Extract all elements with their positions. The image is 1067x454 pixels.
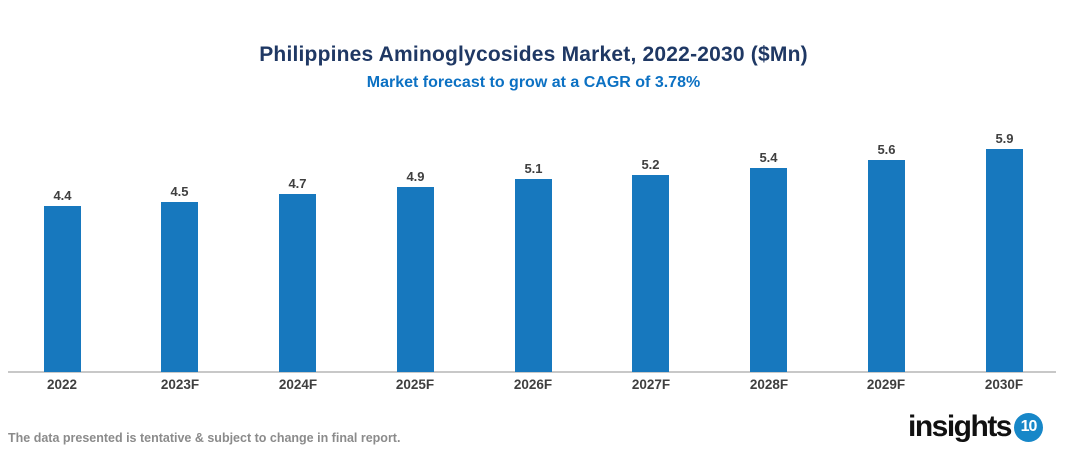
bar-group: 4.4 xyxy=(44,188,81,372)
x-axis-label: 2028F xyxy=(749,377,789,392)
logo-number-badge: 10 xyxy=(1014,412,1043,442)
bar-group: 5.1 xyxy=(515,161,552,372)
bar-group: 5.6 xyxy=(868,142,905,372)
bar-value-label: 4.9 xyxy=(406,169,425,184)
logo-wordmark: insights xyxy=(907,410,1013,443)
x-axis-label: 2029F xyxy=(866,377,906,392)
disclaimer-text: The data presented is tentative & subjec… xyxy=(8,431,401,445)
bar xyxy=(279,194,316,372)
bar xyxy=(515,179,552,372)
bar-group: 4.5 xyxy=(161,184,198,372)
x-axis-line xyxy=(8,371,1056,373)
bar-value-label: 5.9 xyxy=(995,131,1014,146)
bar-group: 5.9 xyxy=(986,131,1023,372)
x-axis-label: 2024F xyxy=(278,377,318,392)
x-axis-label: 2023F xyxy=(160,377,200,392)
bar xyxy=(632,175,669,372)
bar-group: 4.9 xyxy=(397,169,434,372)
bar xyxy=(868,160,905,372)
chart-subtitle: Market forecast to grow at a CAGR of 3.7… xyxy=(366,74,701,91)
bar xyxy=(750,168,787,372)
bar-value-label: 4.4 xyxy=(53,188,72,203)
x-axis-label: 2030F xyxy=(984,377,1024,392)
bar-value-label: 4.5 xyxy=(170,184,189,199)
x-axis-label: 2022 xyxy=(46,377,78,392)
bar xyxy=(986,149,1023,372)
bar-group: 5.2 xyxy=(632,157,669,372)
insights10-logo: insights 10 xyxy=(908,412,1043,442)
bar-group: 5.4 xyxy=(750,150,787,372)
bar-value-label: 5.1 xyxy=(524,161,543,176)
x-axis-label: 2025F xyxy=(395,377,435,392)
bar xyxy=(397,187,434,372)
bar-value-label: 4.7 xyxy=(288,176,307,191)
bar-group: 4.7 xyxy=(279,176,316,372)
x-axis-label: 2026F xyxy=(513,377,553,392)
bar-value-label: 5.2 xyxy=(641,157,660,172)
bar xyxy=(44,206,81,372)
bar-value-label: 5.4 xyxy=(759,150,778,165)
x-axis-label: 2027F xyxy=(631,377,671,392)
bar-value-label: 5.6 xyxy=(877,142,896,157)
chart-title: Philippines Aminoglycosides Market, 2022… xyxy=(259,43,808,66)
bar xyxy=(161,202,198,372)
